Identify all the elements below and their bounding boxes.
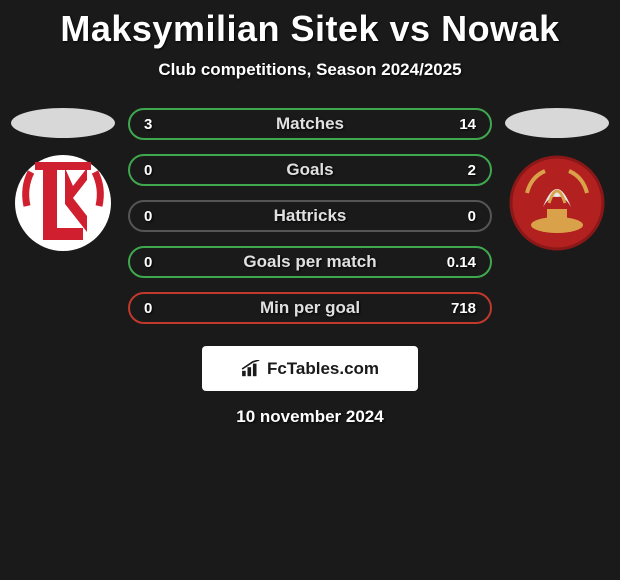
stat-label: Min per goal — [260, 298, 360, 318]
stat-row-hattricks: 0 Hattricks 0 — [128, 200, 492, 232]
stat-row-goals: 0 Goals 2 — [128, 154, 492, 186]
stat-right-value: 2 — [448, 162, 476, 179]
stat-row-goals-per-match: 0 Goals per match 0.14 — [128, 246, 492, 278]
club-logo-right — [507, 148, 607, 258]
stat-left-value: 0 — [144, 162, 172, 179]
stat-left-value: 0 — [144, 254, 172, 271]
stat-right-value: 0 — [448, 208, 476, 225]
stat-left-value: 0 — [144, 208, 172, 225]
stat-left-value: 3 — [144, 116, 172, 133]
page-subtitle: Club competitions, Season 2024/2025 — [0, 60, 620, 80]
stat-row-min-per-goal: 0 Min per goal 718 — [128, 292, 492, 324]
stat-label: Goals per match — [243, 252, 376, 272]
brand-box: FcTables.com — [202, 346, 418, 391]
page-title: Maksymilian Sitek vs Nowak — [0, 0, 620, 50]
stat-left-value: 0 — [144, 300, 172, 317]
player-left-photo — [11, 108, 115, 138]
stat-label: Hattricks — [274, 206, 347, 226]
brand-text: FcTables.com — [267, 359, 379, 379]
bar-chart-icon — [241, 360, 263, 378]
stat-label: Goals — [286, 160, 333, 180]
stat-right-value: 718 — [448, 300, 476, 317]
stat-label: Matches — [276, 114, 344, 134]
stats-column: 3 Matches 14 0 Goals 2 0 Hattricks 0 0 G… — [118, 108, 502, 324]
player-left-column — [8, 108, 118, 258]
club-logo-left — [13, 148, 113, 258]
club-right-logo-icon — [507, 153, 607, 253]
stat-right-value: 14 — [448, 116, 476, 133]
player-right-column — [502, 108, 612, 258]
lks-logo-icon — [13, 148, 113, 258]
player-right-photo — [505, 108, 609, 138]
stat-right-value: 0.14 — [447, 254, 476, 271]
comparison-area: 3 Matches 14 0 Goals 2 0 Hattricks 0 0 G… — [0, 108, 620, 324]
stat-row-matches: 3 Matches 14 — [128, 108, 492, 140]
brand-label: FcTables.com — [241, 359, 379, 379]
date-text: 10 november 2024 — [0, 407, 620, 427]
